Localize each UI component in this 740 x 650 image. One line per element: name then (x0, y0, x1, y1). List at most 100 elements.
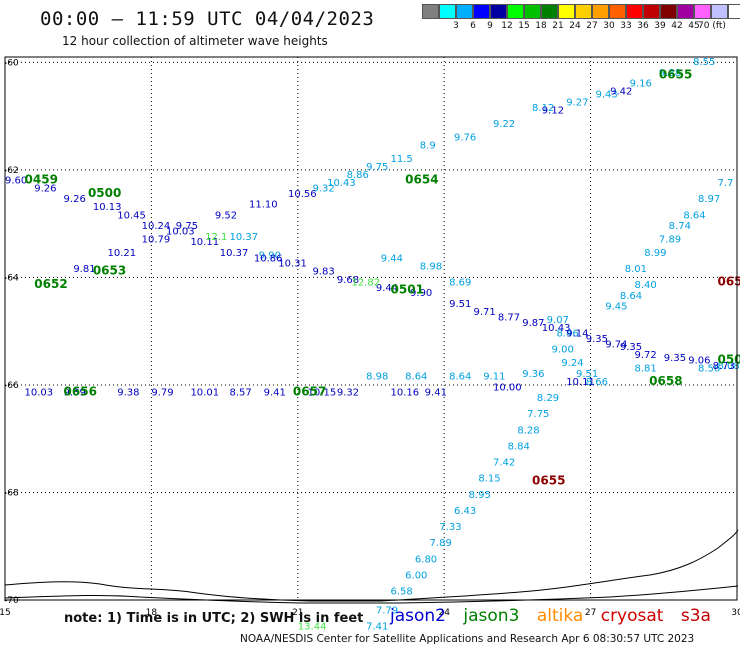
wave-height-value: 9.81 (73, 264, 95, 275)
x-tick-label: 30 (731, 608, 740, 618)
wave-height-value: 12.1 (205, 232, 227, 243)
wave-height-value: 9.32 (337, 388, 359, 399)
wave-height-value: 10.37 (220, 248, 249, 259)
wave-height-value: 10.13 (93, 202, 122, 213)
legend-label: 70 (ft) (698, 21, 726, 31)
legend-swatch (456, 4, 473, 19)
wave-height-value: 8.77 (498, 312, 520, 323)
legend-swatch (677, 4, 694, 19)
wave-height-value: 7.89 (430, 538, 452, 549)
wave-height-value: 9.07 (547, 315, 569, 326)
sat-jason3: jason3 (463, 606, 520, 626)
pass-time-label: 0658 (649, 374, 682, 388)
wave-height-value: 8.01 (625, 264, 647, 275)
wave-height-value: 9.36 (522, 369, 544, 380)
wave-height-value: 6.58 (391, 587, 413, 598)
pass-time-label: 0652 (34, 277, 67, 291)
wave-height-value: 6.43 (454, 506, 476, 517)
wave-height-value: 8.56 (698, 364, 720, 375)
wave-height-value: 9.79 (151, 388, 173, 399)
wave-height-value: 9.71 (473, 307, 495, 318)
wave-height-value: 8.97 (698, 194, 720, 205)
wave-height-value: 10.45 (117, 210, 146, 221)
sat-s3a: s3a (680, 606, 711, 626)
coastline-path (4, 529, 739, 602)
wave-height-value: 7.89 (659, 234, 681, 245)
credit-line: NOAA/NESDIS Center for Satellite Applica… (240, 633, 695, 645)
wave-height-value: 9.75 (366, 162, 388, 173)
legend-swatch (575, 4, 592, 19)
wave-height-value: 9.22 (493, 119, 515, 130)
wave-height-value: 10.24 (142, 221, 171, 232)
wave-height-value: 8.64 (620, 291, 642, 302)
wave-height-value: 9.76 (454, 132, 476, 143)
wave-height-value: 9.24 (561, 358, 583, 369)
pass-time-label: 0501 (391, 283, 424, 297)
legend-swatch (541, 4, 558, 19)
wave-height-value: 9.51 (576, 369, 598, 380)
legend-label: 36 (637, 21, 649, 31)
sat-cryosat: cryosat (600, 606, 664, 626)
wave-height-value: 11.5 (391, 154, 413, 165)
pass-time-label: 0500 (88, 186, 121, 200)
wave-height-value: 8.84 (508, 441, 530, 452)
legend-label: 45 (688, 21, 700, 31)
legend-swatch (490, 4, 507, 19)
pass-time-label: 0502 (717, 352, 740, 366)
pass-time-label: 0655 (532, 473, 565, 487)
wave-height-value: 8.66 (586, 377, 608, 388)
wave-height-value: 8.73 (713, 361, 735, 372)
wave-height-value: 9.38 (659, 68, 681, 79)
map-subtitle: 12 hour collection of altimeter wave hei… (62, 34, 328, 48)
pass-time-label: 0657 (293, 385, 326, 399)
wave-height-value: 7.42 (493, 458, 515, 469)
wave-height-value: 9.44 (381, 253, 403, 264)
y-tick-label: -70 (4, 596, 19, 606)
wave-height-value: 10.21 (107, 248, 136, 259)
map-title: 00:00 – 11:59 UTC 04/04/2023 (40, 8, 375, 30)
wave-height-value: 9.72 (635, 350, 657, 361)
legend-color-bar (422, 4, 740, 19)
wave-height-value: 9.75 (176, 221, 198, 232)
legend-label: 3 (453, 21, 459, 31)
wave-height-value: 8.12 (532, 103, 554, 114)
legend-labels: 3 6 9 12 15 18 21 24 27 30 33 36 39 42 45 70 (ft) (422, 19, 740, 33)
wave-height-value: 8.64 (683, 210, 705, 221)
legend-swatch (643, 4, 660, 19)
legend-swatch (694, 4, 711, 19)
wave-height-value: 8.29 (537, 393, 559, 404)
wave-height-value: 8.98 (366, 372, 388, 383)
wave-height-value: 10.31 (278, 259, 307, 270)
wave-height-value: 9.51 (449, 299, 471, 310)
legend-label: 30 (603, 21, 615, 31)
legend-label: 33 (620, 21, 632, 31)
legend-swatch (609, 4, 626, 19)
wave-height-value: 8.57 (229, 388, 251, 399)
wave-height-value: 8.46 (556, 329, 578, 340)
wave-height-value: 10.11 (566, 377, 595, 388)
wave-height-value: 8.08 (717, 361, 739, 372)
wave-height-value: 8.9 (420, 140, 436, 151)
coastline (4, 529, 739, 604)
wave-height-value: 10.43 (327, 178, 356, 189)
legend-swatch (711, 4, 728, 19)
legend-swatch (558, 4, 575, 19)
legend-label: 24 (569, 21, 581, 31)
y-tick-label: -62 (4, 166, 19, 176)
legend-label: 27 (586, 21, 598, 31)
wave-height-value: 8.15 (478, 474, 500, 485)
satellite-legend: jason2 jason3 altika cryosat s3a (390, 606, 723, 626)
pass-time-label: 0654 (405, 172, 438, 186)
wave-height-value: 10.01 (190, 388, 219, 399)
wave-height-value: 8.64 (449, 372, 471, 383)
pass-time-label: 0654 (717, 274, 740, 288)
coastline-path-2 (4, 585, 739, 604)
wave-height-value: 9.35 (586, 334, 608, 345)
axis-labels: 15 18 21 24 27 30 -60 -62 -64 -66 -68 -70 (0, 58, 740, 618)
wave-height-value: 9.41 (425, 388, 447, 399)
wave-height-value: 10.16 (391, 388, 420, 399)
legend-label: 21 (552, 21, 564, 31)
legend-label: 6 (470, 21, 476, 31)
x-tick-label: 27 (585, 608, 596, 618)
